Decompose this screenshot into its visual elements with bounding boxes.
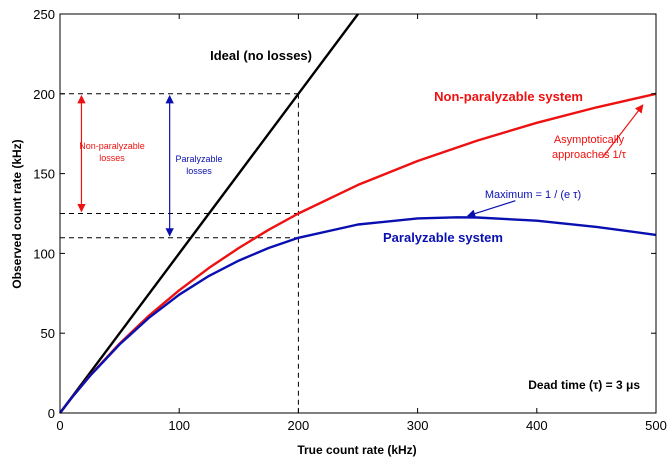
y-tick-label-2: 100 [33,246,55,261]
maximum-label: Maximum = 1 / (e τ) [485,189,581,201]
plot-frame [59,13,657,414]
x-tick-label-0: 0 [56,418,63,433]
y-tick-label-1: 50 [41,326,55,341]
y-axis-label: Observed count rate (kHz) [10,139,24,288]
par-line [59,216,657,414]
y-tick-label-0: 0 [48,406,55,421]
curves [59,13,657,414]
x-tick-label-4: 400 [526,418,548,433]
y-tick-label-3: 150 [33,167,55,182]
par-label: Paralyzable system [383,230,503,245]
par-losses-line2: losses [186,166,212,176]
y-tick-label-5: 250 [33,7,55,22]
annotation-arrows [77,94,644,237]
asymptote-arrow [601,104,644,159]
axis-ticks: 0 100 200 300 400 500 0 50 100 150 200 250 [33,7,667,433]
reference-lines [60,93,299,413]
x-tick-label-2: 200 [288,418,310,433]
x-tick-label-3: 300 [407,418,429,433]
nonpar-losses-line2: losses [99,153,125,163]
x-axis-label: True count rate (kHz) [297,443,416,457]
nonpar-label: Non-paralyzable system [434,89,583,104]
nonpar-losses-line1: Non-paralyzable [79,141,145,151]
maximum-arrow [466,200,516,218]
asymptote-label-line1: Asymptotically [554,134,625,146]
y-tick-label-4: 200 [33,87,55,102]
x-tick-label-5: 500 [645,418,667,433]
asymptote-label-line2: approaches 1/τ [552,149,627,161]
ideal-label: Ideal (no losses) [210,48,312,63]
par-losses-line1: Paralyzable [175,154,222,164]
annotation-texts: True count rate (kHz) Observed count rat… [10,48,640,457]
x-tick-label-1: 100 [168,418,190,433]
dead-time-label: Dead time (τ) = 3 μs [528,378,640,392]
ideal-line [59,13,359,414]
